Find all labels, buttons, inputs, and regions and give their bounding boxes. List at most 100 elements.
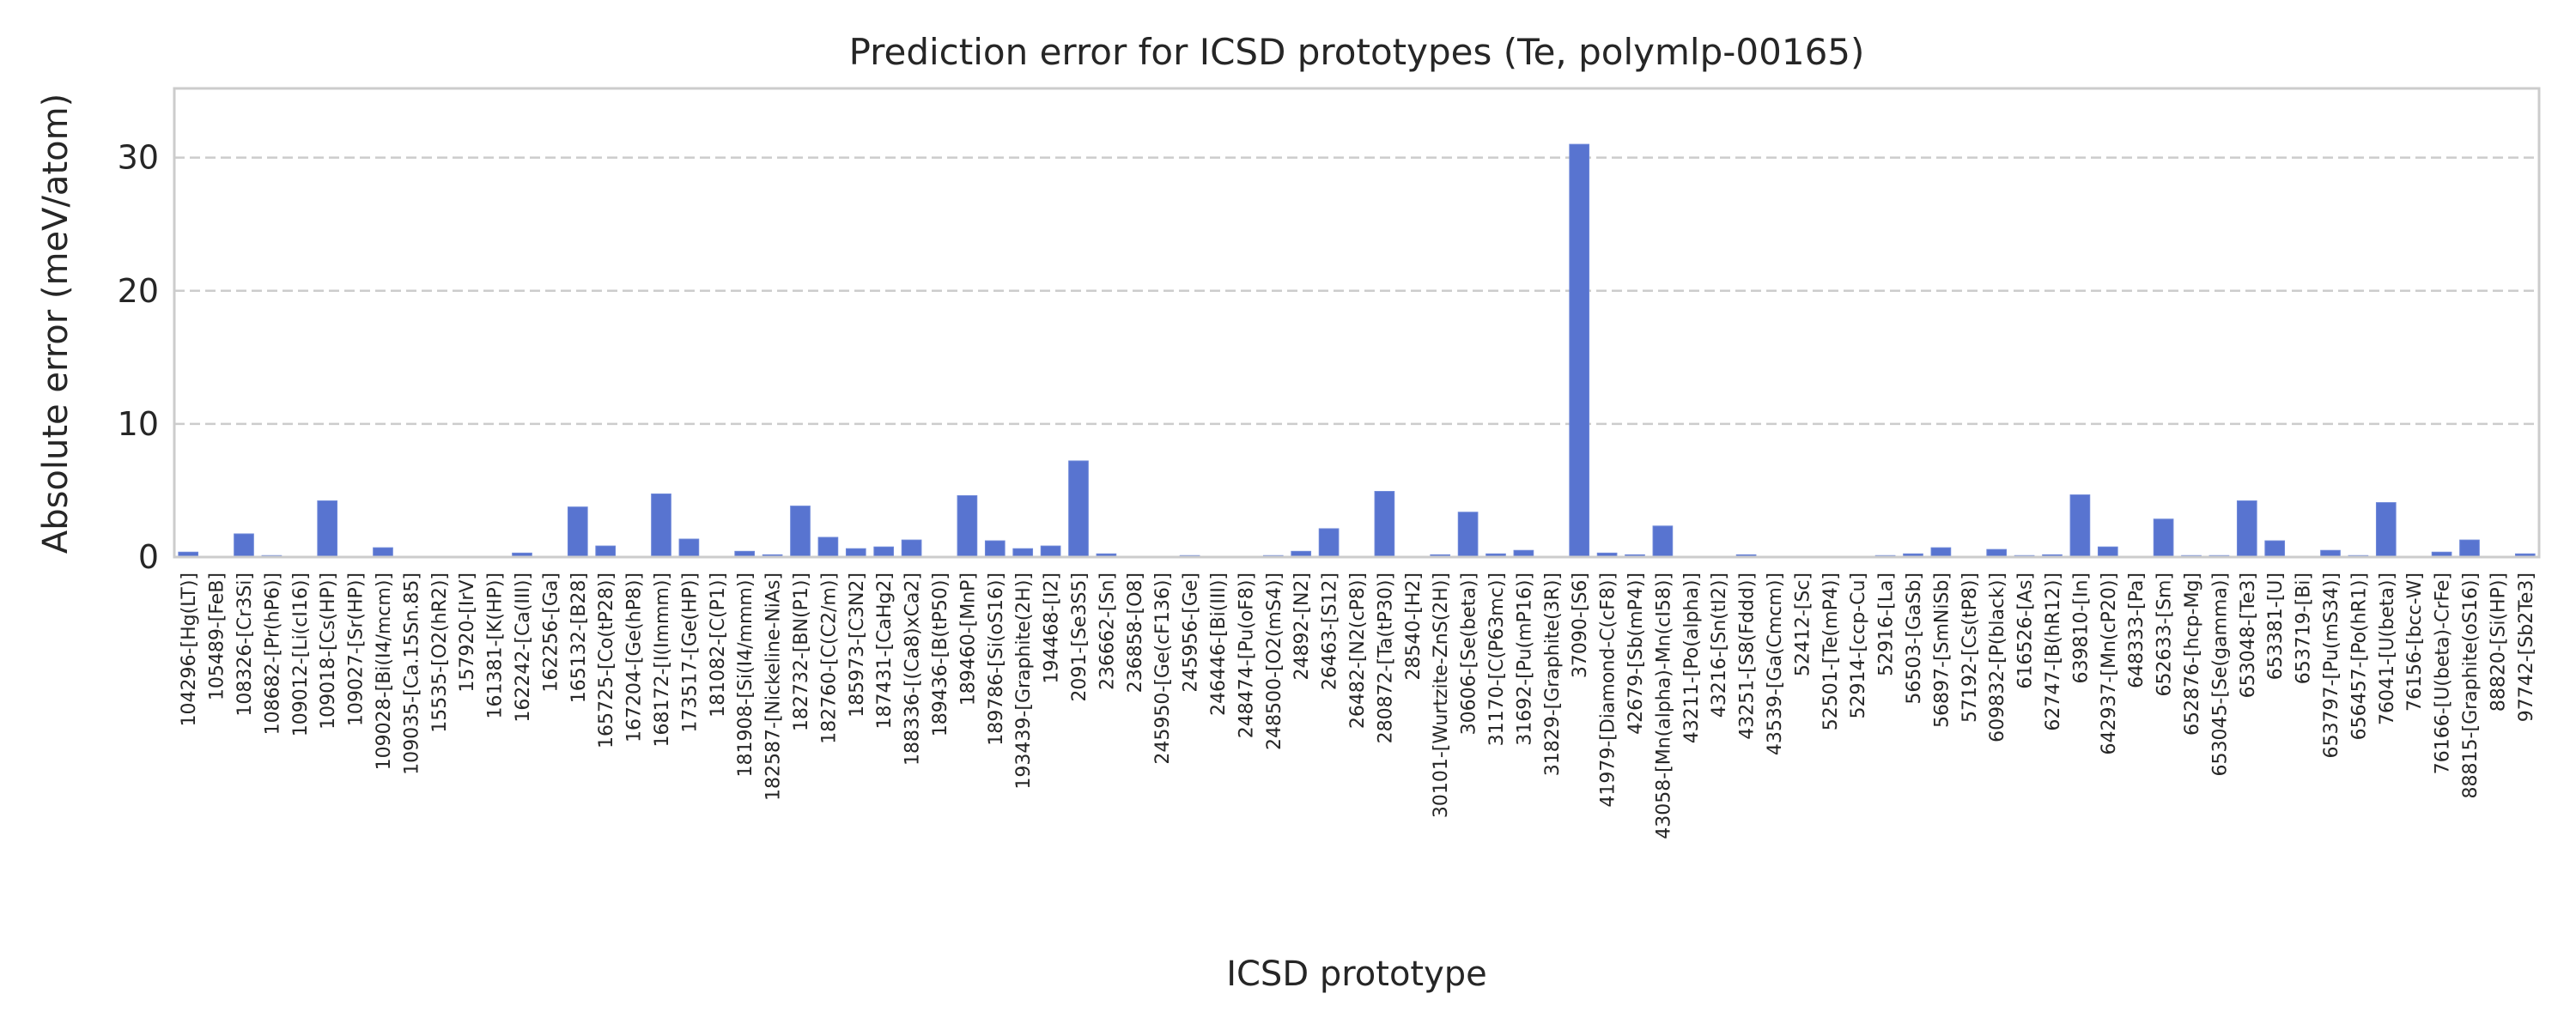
- x-tick-label: 31829-[Graphite(3R)]: [1542, 573, 1564, 776]
- x-tick-label: 616526-[As]: [2015, 573, 2037, 689]
- x-tick-label: 76166-[U(beta)-CrFe]: [2433, 573, 2454, 774]
- x-tick-label: 182587-[Nickeline-NiAs]: [763, 573, 785, 801]
- x-tick-label: 43539-[Ga(Cmcm)]: [1765, 573, 1786, 755]
- plot-frame: [173, 87, 2541, 559]
- bar: [901, 539, 922, 558]
- x-tick-label: 182760-[C(C2/m)]: [818, 573, 840, 744]
- x-tick-label: 162242-[Ca(III)]: [513, 573, 534, 723]
- x-tick-label: 653381-[U]: [2265, 573, 2287, 680]
- y-tick-label: 10: [118, 405, 159, 443]
- x-tick-label: 236858-[O8]: [1125, 573, 1146, 693]
- y-tick-label: 0: [138, 538, 159, 576]
- bar: [957, 494, 978, 558]
- bar: [595, 545, 617, 558]
- bar: [2153, 518, 2174, 558]
- x-tick-label: 245956-[Ge]: [1181, 573, 1202, 693]
- x-tick-label: 97742-[Sb2Te3]: [2516, 573, 2537, 722]
- x-tick-label: 56503-[GaSb]: [1904, 573, 1925, 705]
- bar: [1040, 545, 1061, 558]
- x-tick-label: 653048-[Te3]: [2238, 573, 2259, 698]
- bar: [2264, 540, 2286, 558]
- x-tick-label: 104296-[Hg(LT)]: [179, 573, 200, 726]
- x-tick-label: 15535-[O2(hR2)]: [429, 573, 451, 733]
- x-tick-label: 193439-[Graphite(2H)]: [1013, 573, 1035, 790]
- x-tick-label: 609832-[P(black)]: [1987, 573, 2008, 742]
- x-tick-label: 157920-[IrV]: [457, 573, 478, 693]
- x-tick-label: 52412-[Sc]: [1792, 573, 1814, 676]
- x-tick-label: 76156-[bcc-W]: [2404, 573, 2426, 712]
- bars: [178, 143, 2536, 558]
- x-tick-label: 30606-[Se(beta)]: [1459, 573, 1480, 735]
- bar: [1318, 528, 1340, 558]
- x-tick-label: 52501-[Te(mP4)]: [1820, 573, 1842, 730]
- x-tick-label: 109035-[Ca.15Sn.85]: [401, 573, 422, 775]
- x-tick-label: 248474-[Pu(oF8)]: [1236, 573, 1257, 738]
- x-tick-label: 653797-[Pu(mS34)]: [2321, 573, 2342, 758]
- bar: [1652, 525, 1674, 558]
- x-tick-label: 43058-[Mn(alpha)-Mn(cI58)]: [1653, 573, 1674, 839]
- y-ticks: 0 10 20 30: [118, 139, 159, 576]
- x-tick-label: 109027-[Sr(HP)]: [346, 573, 368, 726]
- x-tick-label: 185973-[C3N2]: [847, 573, 868, 718]
- bar: [2375, 502, 2397, 558]
- x-tick-label: 181082-[C(P1)]: [708, 573, 729, 718]
- x-tick-label: 189460-[MnP]: [957, 573, 979, 706]
- y-axis-label: Absolute error (meV/atom): [36, 94, 76, 554]
- x-tick-label: 165725-[Co(tP28)]: [596, 573, 617, 748]
- x-tick-label: 248500-[O2(mS4)]: [1264, 573, 1285, 750]
- bar: [234, 533, 254, 558]
- x-tick-label: 280872-[Ta(tP30)]: [1375, 573, 1396, 743]
- x-tick-label: 26482-[N2(cP8)]: [1347, 573, 1369, 729]
- x-tick-label: 168172-[I(Immm)]: [652, 573, 673, 748]
- bar: [373, 547, 393, 558]
- x-tick-label: 28540-[H2]: [1403, 573, 1425, 681]
- x-tick-label: 109028-[Bi(I4/mcm)]: [374, 573, 395, 770]
- bar: [1374, 491, 1395, 558]
- x-tick-label: 2091-[Se3S5]: [1069, 573, 1091, 702]
- x-tick-label: 181908-[Si(I4/mmm)]: [735, 573, 756, 778]
- chart-title: Prediction error for ICSD prototypes (Te…: [849, 31, 1865, 73]
- y-tick-label: 20: [118, 272, 159, 310]
- x-tick-label: 656457-[Po(hR1)]: [2348, 573, 2370, 740]
- x-tick-label: 56897-[SmNiSb]: [1931, 573, 1953, 728]
- x-tick-label: 182732-[BN(P1)]: [791, 573, 812, 731]
- x-tick-label: 76041-[U(beta)]: [2377, 573, 2398, 725]
- x-tick-label: 639810-[In]: [2070, 573, 2092, 684]
- bar: [1068, 460, 1089, 558]
- x-tick-label: 43211-[Po(alpha)]: [1681, 573, 1703, 743]
- x-tick-label: 187431-[CaHg2]: [874, 573, 896, 729]
- bar: [567, 506, 588, 558]
- x-tick-label: 105489-[FeB]: [207, 573, 228, 700]
- x-tick-label: 109012-[Li(cI16)]: [290, 573, 312, 736]
- x-tick-label: 88820-[Si(HP)]: [2488, 573, 2509, 712]
- bar: [1457, 512, 1479, 558]
- x-tick-label: 194468-[I2]: [1042, 573, 1063, 684]
- x-tick-label: 24892-[N2]: [1291, 573, 1313, 681]
- x-tick-label: 108682-[Pr(hP6)]: [262, 573, 283, 735]
- x-tick-label: 652633-[Sm]: [2154, 573, 2176, 696]
- bar: [1569, 143, 1590, 558]
- x-tick-label: 188336-[(Ca8)xCa2]: [902, 573, 924, 766]
- bar: [2069, 494, 2091, 558]
- x-tick-label: 167204-[Ge(hP8)]: [624, 573, 646, 742]
- grid-lines: [174, 156, 2539, 426]
- x-tick-label: 653045-[Se(gamma)]: [2209, 573, 2231, 777]
- x-tick-label: 26463-[S12]: [1320, 573, 1341, 690]
- x-tick-label: 648333-[Pa]: [2126, 573, 2148, 688]
- x-tick-label: 642937-[Mn(cP20)]: [2099, 573, 2120, 755]
- x-tick-label: 236662-[Sn]: [1097, 573, 1118, 690]
- x-tick-label: 161381-[K(HP)]: [485, 573, 507, 719]
- x-tick-label: 57192-[Cs(tP8)]: [1959, 573, 1981, 723]
- x-tick-label: 43216-[Sn(tI2)]: [1709, 573, 1730, 718]
- x-tick-label: 245950-[Ge(cF136)]: [1152, 573, 1174, 765]
- x-tick-label: 653719-[Bi]: [2293, 573, 2315, 684]
- x-tick-label: 165132-[B28]: [568, 573, 590, 703]
- x-tick-label: 31692-[Pu(mP16)]: [1514, 573, 1535, 746]
- bar: [984, 540, 1005, 558]
- bar: [2097, 546, 2118, 558]
- x-tick-label: 43251-[S8(Fddd)]: [1737, 573, 1759, 740]
- x-tick-label: 41979-[Diamond-C(cF8)]: [1598, 573, 1619, 808]
- bar: [678, 538, 700, 558]
- x-tick-label: 652876-[hcp-Mg]: [2182, 573, 2203, 736]
